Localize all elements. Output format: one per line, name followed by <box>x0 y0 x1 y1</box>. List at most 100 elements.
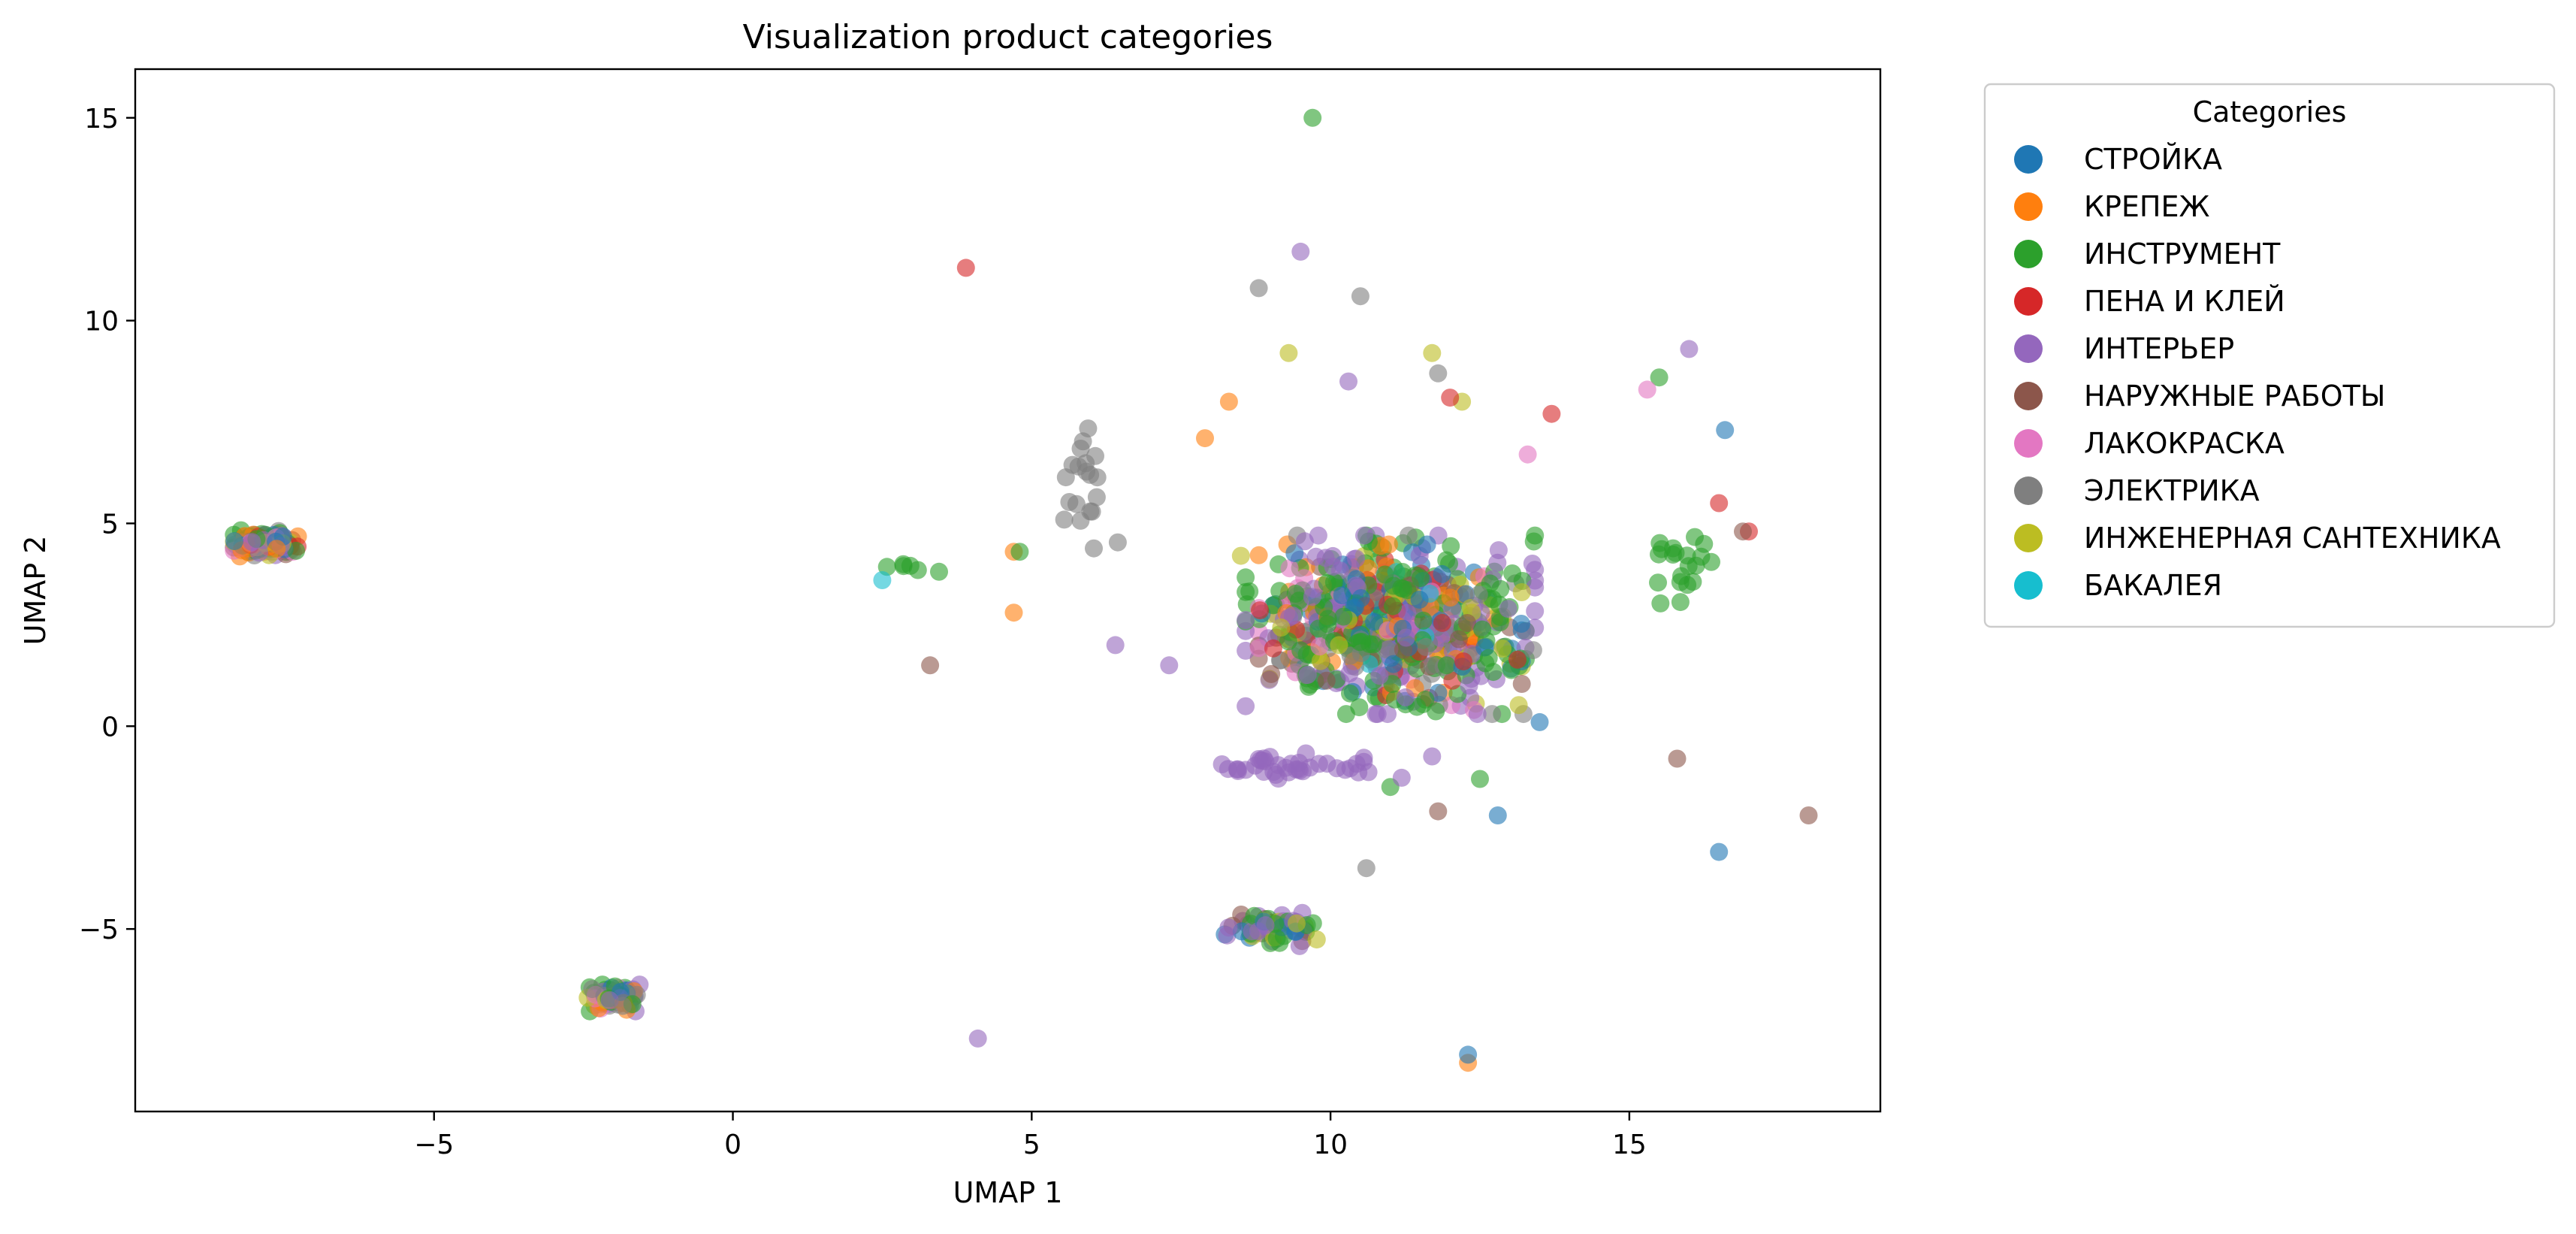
data-point <box>1289 760 1308 779</box>
x-tick-label: 15 <box>1612 1130 1647 1160</box>
legend-items: СТРОЙКА КРЕПЕЖ ИНСТРУМЕНТ ПЕНА И КЛЕЙ ИНТЕРЬ… <box>2014 143 2501 602</box>
y-tick-label: 5 <box>101 509 119 540</box>
data-point <box>1433 564 1451 583</box>
data-point <box>287 541 306 560</box>
data-point <box>1664 539 1682 558</box>
data-point <box>1429 802 1448 821</box>
data-point <box>1638 380 1656 399</box>
data-point <box>1526 602 1545 621</box>
x-axis: −5 0 5 10 15 <box>414 1112 1647 1160</box>
y-tick-label: 0 <box>101 712 119 743</box>
data-point <box>1279 343 1298 362</box>
data-point <box>1351 287 1370 306</box>
data-point <box>1295 532 1314 551</box>
data-point <box>1526 561 1545 579</box>
data-point <box>1341 684 1359 703</box>
data-point <box>1359 763 1378 782</box>
data-point <box>1650 368 1669 387</box>
data-point <box>1249 279 1268 298</box>
data-point <box>1458 614 1476 632</box>
legend-item: СТРОЙКА <box>2014 143 2222 176</box>
x-tick-label: 5 <box>1023 1130 1040 1160</box>
data-point <box>1272 619 1291 637</box>
data-point <box>1160 656 1179 675</box>
data-point <box>613 997 632 1015</box>
data-point <box>1473 620 1492 639</box>
data-point <box>1350 698 1369 717</box>
data-point <box>1383 675 1402 694</box>
legend-marker <box>2014 571 2043 600</box>
data-point <box>1237 697 1255 715</box>
data-point <box>1298 666 1317 684</box>
data-point <box>1354 749 1373 767</box>
data-point <box>1489 541 1508 560</box>
data-point <box>1411 569 1430 588</box>
data-point <box>1336 761 1354 779</box>
data-point <box>1108 533 1127 552</box>
legend-marker <box>2014 145 2043 174</box>
data-point <box>1251 601 1270 620</box>
data-point <box>1799 806 1818 824</box>
data-point <box>1347 549 1365 568</box>
legend: Categories СТРОЙКА КРЕПЕЖ ИНСТРУМЕНТ ПЕНА И… <box>1983 83 2556 628</box>
data-point <box>1394 579 1412 598</box>
legend-label: ПЕНА И КЛЕЙ <box>2084 285 2285 318</box>
data-point <box>1468 705 1487 724</box>
x-tick-label: 10 <box>1313 1130 1348 1160</box>
legend-marker <box>2014 476 2043 505</box>
y-tick-label: −5 <box>79 915 119 945</box>
data-point <box>1360 635 1379 654</box>
data-point <box>1370 667 1389 685</box>
data-point <box>1219 918 1238 937</box>
data-point <box>1085 539 1103 558</box>
data-point <box>1671 593 1690 612</box>
data-point <box>1237 582 1255 601</box>
data-point <box>1303 108 1322 127</box>
data-point <box>1318 609 1337 628</box>
data-point <box>1524 532 1543 551</box>
data-point <box>1512 615 1530 633</box>
legend-marker <box>2014 334 2043 363</box>
data-point <box>1264 639 1282 658</box>
data-point <box>1231 546 1250 565</box>
data-point <box>1429 364 1448 383</box>
data-point <box>1512 675 1531 693</box>
data-point <box>1311 652 1330 670</box>
data-point <box>1449 630 1468 649</box>
data-point <box>1509 696 1528 715</box>
data-point <box>1351 589 1370 607</box>
legend-marker <box>2014 382 2043 410</box>
data-point <box>1441 389 1460 407</box>
data-point <box>1410 590 1429 609</box>
legend-item: ЭЛЕКТРИКА <box>2014 474 2260 507</box>
data-point <box>1270 582 1289 600</box>
data-point <box>1431 629 1450 648</box>
legend-label: КРЕПЕЖ <box>2084 190 2209 223</box>
data-point <box>1303 588 1321 606</box>
legend-label: ИНЖЕНЕРНАЯ САНТЕХНИКА <box>2084 522 2501 555</box>
data-point <box>930 562 948 581</box>
data-point <box>1063 455 1082 474</box>
legend-label: НАРУЖНЫЕ РАБОТЫ <box>2084 380 2385 413</box>
data-point <box>901 556 920 575</box>
legend-item: ПЕНА И КЛЕЙ <box>2014 285 2285 318</box>
points-layer <box>225 108 1818 1072</box>
data-point <box>1249 546 1268 564</box>
data-point <box>243 533 261 552</box>
data-point <box>1379 535 1398 554</box>
data-point <box>1416 637 1435 656</box>
data-point <box>1004 603 1023 622</box>
data-point <box>1365 612 1384 631</box>
data-point <box>1256 916 1275 935</box>
data-point <box>1291 641 1310 660</box>
data-point <box>1484 590 1502 609</box>
data-point <box>1384 655 1403 673</box>
data-point <box>1334 607 1353 626</box>
data-point <box>1684 573 1702 591</box>
data-point <box>1483 705 1502 724</box>
data-point <box>1460 676 1478 695</box>
legend-label: СТРОЙКА <box>2084 143 2222 176</box>
y-axis-label: UMAP 2 <box>19 536 52 646</box>
data-point <box>1309 526 1327 545</box>
legend-marker <box>2014 192 2043 221</box>
